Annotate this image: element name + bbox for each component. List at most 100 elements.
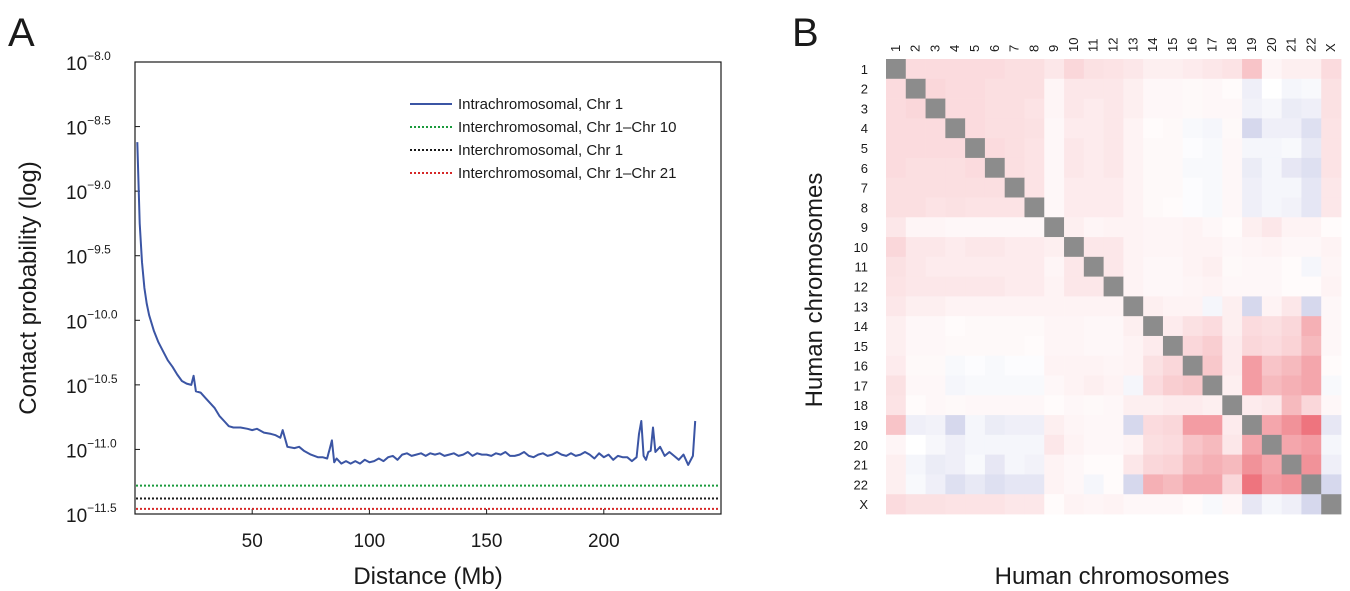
heatmap-cell: [945, 138, 966, 159]
heatmap-cell: [1281, 197, 1302, 218]
heatmap-cell: [1281, 276, 1302, 297]
heatmap-cell: [1321, 256, 1342, 278]
row-label: 10: [854, 240, 868, 255]
heatmap-cell: [1301, 474, 1322, 495]
heatmap-cell: [945, 434, 966, 456]
y-tick-base: 10: [66, 183, 87, 204]
heatmap-cell: [905, 256, 926, 278]
heatmap-cell: [965, 335, 986, 357]
y-tick-base: 10: [66, 54, 87, 75]
row-label: 19: [854, 418, 868, 433]
heatmap-cell: [1182, 474, 1203, 495]
heatmap-cell: [1044, 177, 1065, 198]
y-axis-title: Contact probability (log): [15, 161, 42, 414]
heatmap-cell: [1143, 375, 1164, 396]
y-tick-exponent: −9.5: [87, 243, 111, 257]
heatmap-cell: [1162, 98, 1184, 119]
heatmap-cell: [965, 78, 986, 99]
heatmap-cell: [1182, 415, 1203, 436]
heatmap-cell: [1044, 59, 1065, 80]
heatmap-cell: [984, 237, 1006, 258]
heatmap-cell: [925, 78, 946, 99]
y-tick-exponent: −11.5: [87, 501, 117, 515]
heatmap-cell: [905, 454, 926, 475]
heatmap-cell: [1182, 177, 1203, 198]
heatmap-cell: [1222, 197, 1243, 218]
heatmap-cell: [1024, 256, 1045, 278]
heatmap-cell: [905, 474, 926, 495]
heatmap-cell: [886, 78, 907, 99]
heatmap-cell: [1024, 335, 1045, 357]
heatmap-cell: [1301, 395, 1322, 416]
heatmap-cell: [1143, 177, 1164, 198]
heatmap-cell: [1301, 375, 1322, 396]
heatmap-cell: [1261, 237, 1283, 258]
heatmap-cell: [1222, 474, 1243, 495]
heatmap-cell: [905, 335, 926, 357]
heatmap-cell: [905, 177, 926, 198]
heatmap-cell: [1064, 256, 1085, 278]
heatmap-cell: [925, 217, 946, 238]
heatmap-cell: [1143, 118, 1164, 139]
heatmap-cell: [886, 474, 907, 495]
heatmap-cell: [1321, 434, 1342, 456]
heatmap-cell: [1044, 118, 1065, 139]
heatmap-cell: [1083, 177, 1105, 198]
heatmap-cell: [905, 395, 926, 416]
heatmap-cell: [1202, 494, 1223, 515]
heatmap-cell: [1321, 276, 1342, 297]
heatmap-cell: [1162, 138, 1184, 159]
heatmap-cell: [1261, 78, 1283, 99]
heatmap-cell: [886, 494, 907, 515]
heatmap-cell: [1281, 494, 1302, 515]
heatmap-cell: [1083, 118, 1105, 139]
heatmap-cell: [1202, 335, 1223, 357]
row-label: 9: [861, 220, 868, 235]
heatmap-cell: [1162, 454, 1184, 475]
heatmap-cells: [886, 59, 1342, 515]
heatmap-cell: [905, 355, 926, 376]
heatmap-cell: [1024, 197, 1045, 218]
heatmap-cell: [1103, 98, 1124, 119]
heatmap-cell: [1162, 494, 1184, 515]
heatmap-cell: [925, 276, 946, 297]
heatmap-cell: [965, 415, 986, 436]
heatmap-cell: [1261, 335, 1283, 357]
heatmap-cell: [1281, 237, 1302, 258]
heatmap-cell: [1004, 138, 1025, 159]
heatmap-cell: [1281, 217, 1302, 238]
heatmap-cell: [965, 118, 986, 139]
heatmap-cell: [984, 395, 1006, 416]
heatmap-cell: [886, 395, 907, 416]
heatmap-cell: [1242, 375, 1263, 396]
heatmap-cell: [1123, 335, 1144, 357]
heatmap-cell: [886, 335, 907, 357]
heatmap-cell: [1103, 118, 1124, 139]
x-tick-label: 50: [242, 531, 263, 552]
heatmap-cell: [984, 375, 1006, 396]
heatmap-cell: [1044, 138, 1065, 159]
heatmap-cell: [886, 177, 907, 198]
heatmap-cell: [1143, 157, 1164, 179]
row-label: 17: [854, 378, 868, 393]
heatmap-cell: [1261, 157, 1283, 179]
heatmap-cell: [1242, 454, 1263, 475]
heatmap-cell: [965, 276, 986, 297]
heatmap-cell: [1024, 237, 1045, 258]
heatmap-cell: [1261, 256, 1283, 278]
heatmap-cell: [1083, 434, 1105, 456]
column-label: 19: [1244, 38, 1259, 52]
column-label: 12: [1106, 38, 1121, 52]
heatmap-cell: [925, 355, 946, 376]
column-label: 10: [1066, 38, 1081, 52]
heatmap-cell: [965, 355, 986, 376]
heatmap-cell: [1301, 59, 1322, 80]
y-tick-label: 10−11.5: [66, 501, 117, 527]
heatmap-cell: [965, 296, 986, 317]
heatmap-cell: [1222, 355, 1243, 376]
heatmap-cell: [1004, 395, 1025, 416]
heatmap-cell: [925, 256, 946, 278]
row-label: 22: [854, 477, 868, 492]
heatmap-cell: [925, 296, 946, 317]
